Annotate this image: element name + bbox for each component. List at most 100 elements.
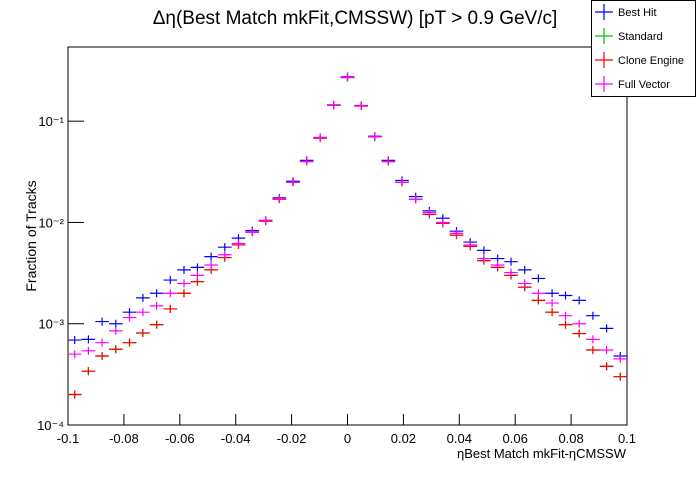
- data-point: [572, 329, 587, 338]
- data-point: [67, 390, 82, 399]
- data-point: [531, 296, 546, 305]
- data-point: [586, 311, 600, 320]
- chart-title: Δη(Best Match mkFit,CMSSW) [pT > 0.9 GeV…: [153, 8, 558, 29]
- data-point: [599, 324, 614, 333]
- legend-marker: [595, 4, 613, 20]
- data-point: [599, 346, 614, 355]
- x-tick-label: 0.08: [558, 431, 583, 446]
- data-point: [81, 346, 96, 355]
- data-point: [586, 346, 600, 355]
- data-point: [545, 308, 559, 317]
- x-tick-label: 0.04: [447, 431, 472, 446]
- legend-marker: [595, 52, 613, 68]
- data-point: [408, 195, 423, 204]
- data-point: [299, 157, 314, 166]
- data-point: [81, 367, 96, 376]
- data-point: [395, 178, 409, 187]
- data-point: [558, 311, 573, 320]
- data-point: [231, 239, 246, 248]
- y-tick-label: 10⁻¹: [38, 114, 64, 129]
- data-point: [572, 319, 587, 328]
- data-point: [381, 157, 396, 166]
- y-tick-label: 10⁻²: [38, 215, 64, 230]
- y-tick-label: 10⁻³: [38, 317, 64, 332]
- legend-label: Standard: [618, 31, 663, 43]
- data-point: [149, 289, 164, 298]
- data-point: [217, 250, 232, 259]
- data-point: [245, 228, 260, 237]
- data-point: [95, 317, 109, 326]
- data-point: [163, 304, 178, 313]
- data-point: [122, 313, 137, 322]
- data-point: [204, 252, 218, 261]
- data-point: [108, 345, 123, 354]
- data-point: [313, 133, 327, 142]
- data-point: [613, 372, 628, 381]
- x-tick-label: 0: [344, 431, 351, 446]
- data-point: [340, 73, 355, 82]
- x-tick-label: 0.06: [503, 431, 528, 446]
- data-point: [435, 218, 450, 227]
- data-point: [258, 216, 273, 225]
- x-axis-label: ηBest Match mkFit-ηCMSSW: [457, 446, 627, 461]
- data-point: [81, 335, 96, 344]
- data-point: [204, 261, 218, 270]
- data-point: [531, 289, 546, 298]
- legend-marker: [595, 76, 613, 92]
- data-point: [558, 291, 573, 300]
- data-point: [177, 289, 191, 298]
- data-point: [545, 289, 559, 298]
- legend-label: Clone Engine: [618, 55, 684, 67]
- data-point: [163, 289, 178, 298]
- data-point: [477, 254, 491, 263]
- x-tick-label: -0.04: [221, 431, 251, 446]
- data-point: [95, 338, 109, 347]
- data-point: [477, 246, 491, 255]
- legend-marker: [595, 28, 613, 44]
- data-point: [163, 276, 178, 285]
- data-point: [517, 265, 532, 274]
- data-point: [490, 261, 505, 270]
- data-point: [572, 296, 587, 305]
- x-tick-label: -0.1: [57, 431, 79, 446]
- data-point: [545, 299, 559, 308]
- data-point: [67, 336, 82, 345]
- data-point: [149, 320, 164, 329]
- data-point: [190, 263, 205, 272]
- data-point: [286, 178, 300, 187]
- x-tick-label: 0.1: [618, 431, 636, 446]
- x-tick-label: -0.08: [109, 431, 139, 446]
- data-point: [531, 274, 546, 283]
- data-point: [613, 354, 628, 363]
- data-point: [326, 101, 341, 110]
- legend-label: Full Vector: [618, 79, 670, 91]
- data-point: [136, 293, 150, 302]
- data-point: [177, 279, 191, 288]
- data-point: [177, 265, 191, 274]
- data-point: [217, 243, 232, 252]
- data-point: [108, 326, 123, 335]
- x-tick-label: -0.02: [277, 431, 307, 446]
- data-point: [67, 350, 82, 359]
- data-point: [95, 352, 109, 361]
- data-point: [504, 257, 518, 266]
- data-point: [149, 301, 164, 310]
- data-point: [422, 208, 437, 217]
- data-point: [504, 268, 518, 277]
- data-point: [136, 308, 150, 317]
- data-point: [558, 320, 573, 329]
- y-axis-label: Fraction of Tracks: [23, 180, 39, 291]
- legend-box: [591, 0, 696, 97]
- data-point: [272, 194, 287, 203]
- legend-label: Best Hit: [618, 7, 657, 19]
- data-point: [599, 362, 614, 371]
- data-point: [586, 335, 600, 344]
- x-tick-label: -0.06: [165, 431, 195, 446]
- data-point: [108, 319, 123, 328]
- data-point: [190, 271, 205, 280]
- data-point: [517, 279, 532, 288]
- data-point: [463, 240, 478, 249]
- data-point: [136, 328, 150, 337]
- data-point: [449, 229, 464, 238]
